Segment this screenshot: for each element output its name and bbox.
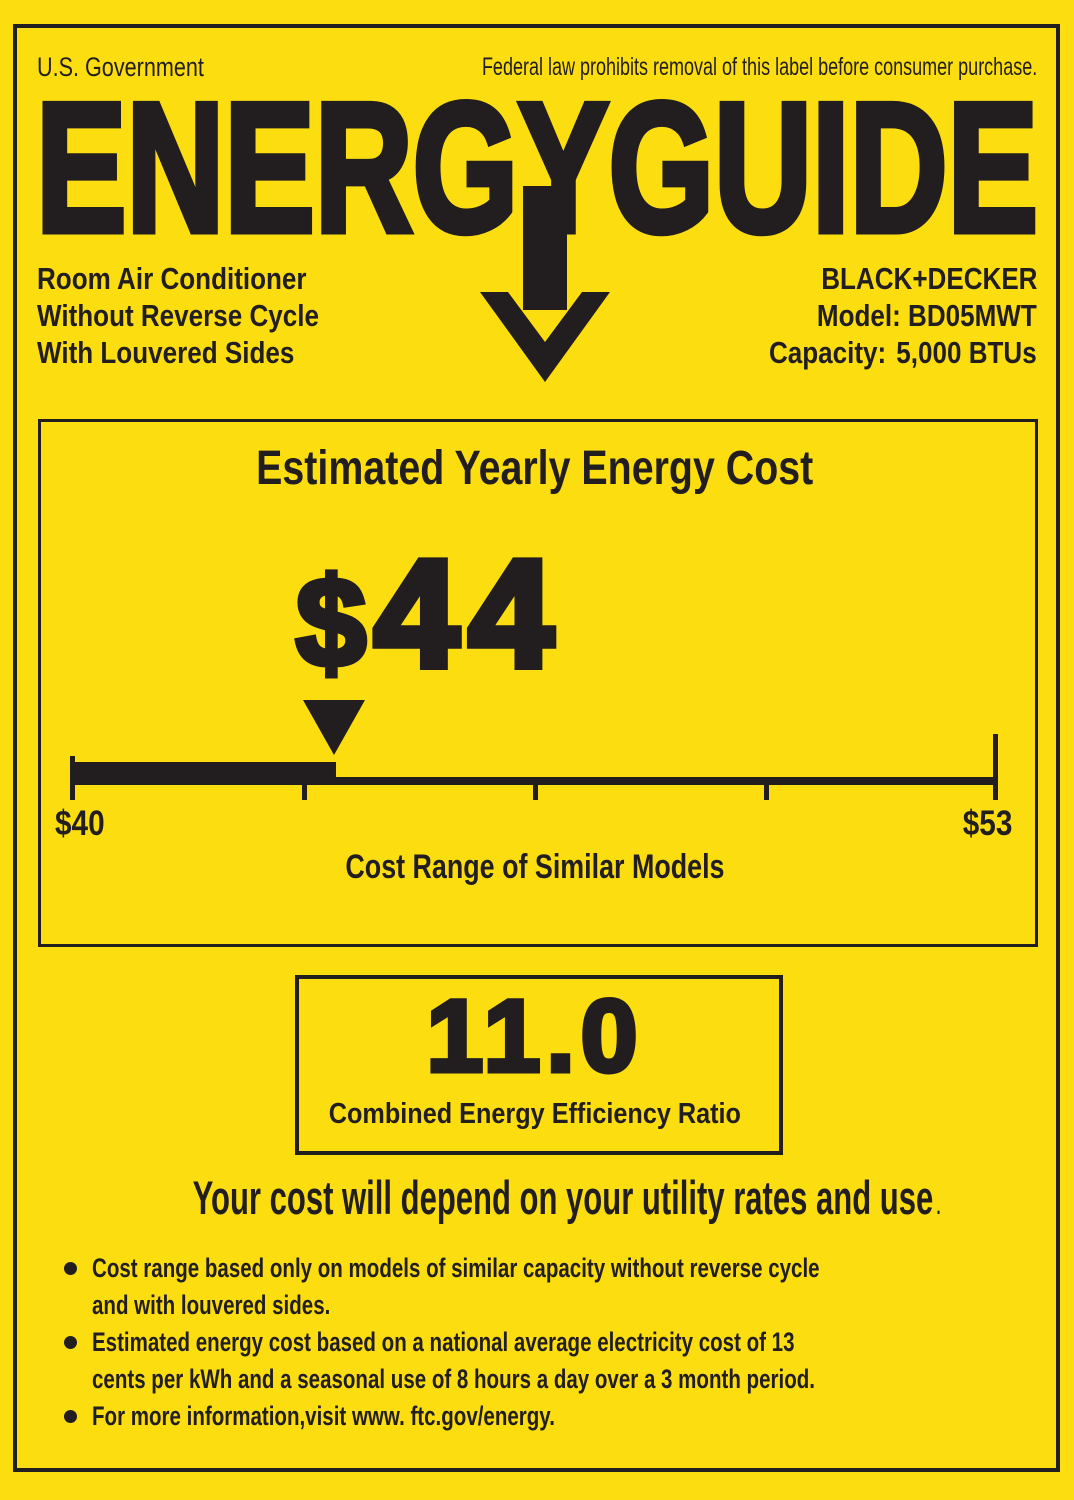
ceer-box <box>295 975 783 1155</box>
cost-value: 44 <box>370 529 564 699</box>
scale-tick-half <box>533 784 538 800</box>
footnote-line: Cost range based only on models of simil… <box>92 1250 1024 1287</box>
scale-tick-quarter <box>302 784 307 800</box>
legal-notice-inner: Federal law prohibits removal of this la… <box>481 53 1037 81</box>
scale-caption: Cost Range of Similar Models <box>38 848 1032 887</box>
footnote-text: For more information,visit www. ftc.gov/… <box>92 1401 555 1431</box>
scale-tick-threequarter <box>764 784 769 800</box>
footnote-line: cents per kWh and a seasonal use of 8 ho… <box>92 1361 1024 1398</box>
model-line-text: Model: BD05MWT <box>817 298 1037 333</box>
ceer-label-text: Combined Energy Efficiency Ratio <box>328 1098 742 1130</box>
cost-disclaimer: Your cost will depend on your utility ra… <box>0 1172 1074 1224</box>
brand-name-text: BLACK+DECKER <box>820 261 1037 296</box>
footnote-cost-range: Cost range based only on models of simil… <box>64 1250 1024 1324</box>
brand-name: BLACK+DECKER <box>718 260 1037 297</box>
footnotes: Cost range based only on models of simil… <box>64 1250 1024 1435</box>
product-type-line2: Without Reverse Cycle <box>37 298 319 333</box>
energyguide-logo-text: ENERGYGUIDE <box>36 64 1038 270</box>
cost-box-title: Estimated Yearly Energy Cost <box>38 441 1032 496</box>
capacity-line-text: Capacity: 5,000 BTUs <box>769 334 1037 371</box>
footnote-text: Cost range based only on models of simil… <box>92 1253 820 1283</box>
agency-text: U.S. Government <box>37 52 246 83</box>
cost-disclaimer-text-wrap: Your cost will depend on your utility ra… <box>193 1172 941 1224</box>
product-type-line: Without Reverse Cycle <box>37 297 373 334</box>
scale-max-label: $53 <box>954 804 1012 844</box>
scale-axis-line <box>73 777 997 785</box>
footnote-text: Estimated energy cost based on a nationa… <box>92 1327 795 1357</box>
scale-tick-max <box>993 734 998 800</box>
estimated-cost-box <box>38 419 1038 947</box>
scale-min-label: $40 <box>55 804 113 844</box>
currency-symbol: $ <box>293 552 375 693</box>
model-line: Model: BD05MWT <box>718 297 1037 334</box>
capacity-value: 5,000 BTUs <box>896 335 1037 370</box>
energyguide-logo: ENERGYGUIDE <box>33 61 1042 274</box>
scale-caption-text: Cost Range of Similar Models <box>345 848 725 886</box>
capacity-label: Capacity: <box>769 335 887 370</box>
product-type-line: Room Air Conditioner <box>37 260 373 297</box>
scale-tick-min <box>70 756 75 800</box>
cost-disclaimer-period: . <box>936 1194 941 1219</box>
product-type-line1: Room Air Conditioner <box>37 261 307 296</box>
footnote-line: For more information,visit www. ftc.gov/… <box>92 1398 1024 1435</box>
footnote-text: cents per kWh and a seasonal use of 8 ho… <box>92 1364 815 1394</box>
ceer-value: 11.0 <box>424 979 644 1093</box>
cost-pointer-icon <box>303 700 365 755</box>
footnote-text: and with louvered sides. <box>92 1290 331 1320</box>
cost-box-title-text: Estimated Yearly Energy Cost <box>256 442 814 495</box>
product-type-line3: With Louvered Sides <box>37 335 295 370</box>
ceer-label: Combined Energy Efficiency Ratio <box>295 1098 775 1131</box>
agency-text-inner: U.S. Government <box>37 52 204 82</box>
yearly-cost-amount: $44 <box>293 534 563 694</box>
bullet-icon <box>64 1262 77 1275</box>
scale-min-label-text: $40 <box>55 804 105 843</box>
product-type-line: With Louvered Sides <box>37 334 373 371</box>
cost-disclaimer-text: Your cost will depend on your utility ra… <box>192 1171 934 1224</box>
footnote-line: and with louvered sides. <box>92 1287 1024 1324</box>
product-identity: BLACK+DECKER Model: BD05MWT Capacity: 5,0… <box>718 260 1037 371</box>
footnote-line: Estimated energy cost based on a nationa… <box>92 1324 1024 1361</box>
product-type: Room Air Conditioner Without Reverse Cyc… <box>37 260 373 371</box>
scale-max-label-text: $53 <box>962 804 1012 843</box>
legal-notice: Federal law prohibits removal of this la… <box>266 53 1037 82</box>
capacity-line: Capacity: 5,000 BTUs <box>718 334 1037 371</box>
footnote-more-info: For more information,visit www. ftc.gov/… <box>64 1398 1024 1435</box>
down-arrow-icon <box>480 186 610 382</box>
bullet-icon <box>64 1410 77 1423</box>
footnote-energy-cost-basis: Estimated energy cost based on a nationa… <box>64 1324 1024 1398</box>
bullet-icon <box>64 1336 77 1349</box>
